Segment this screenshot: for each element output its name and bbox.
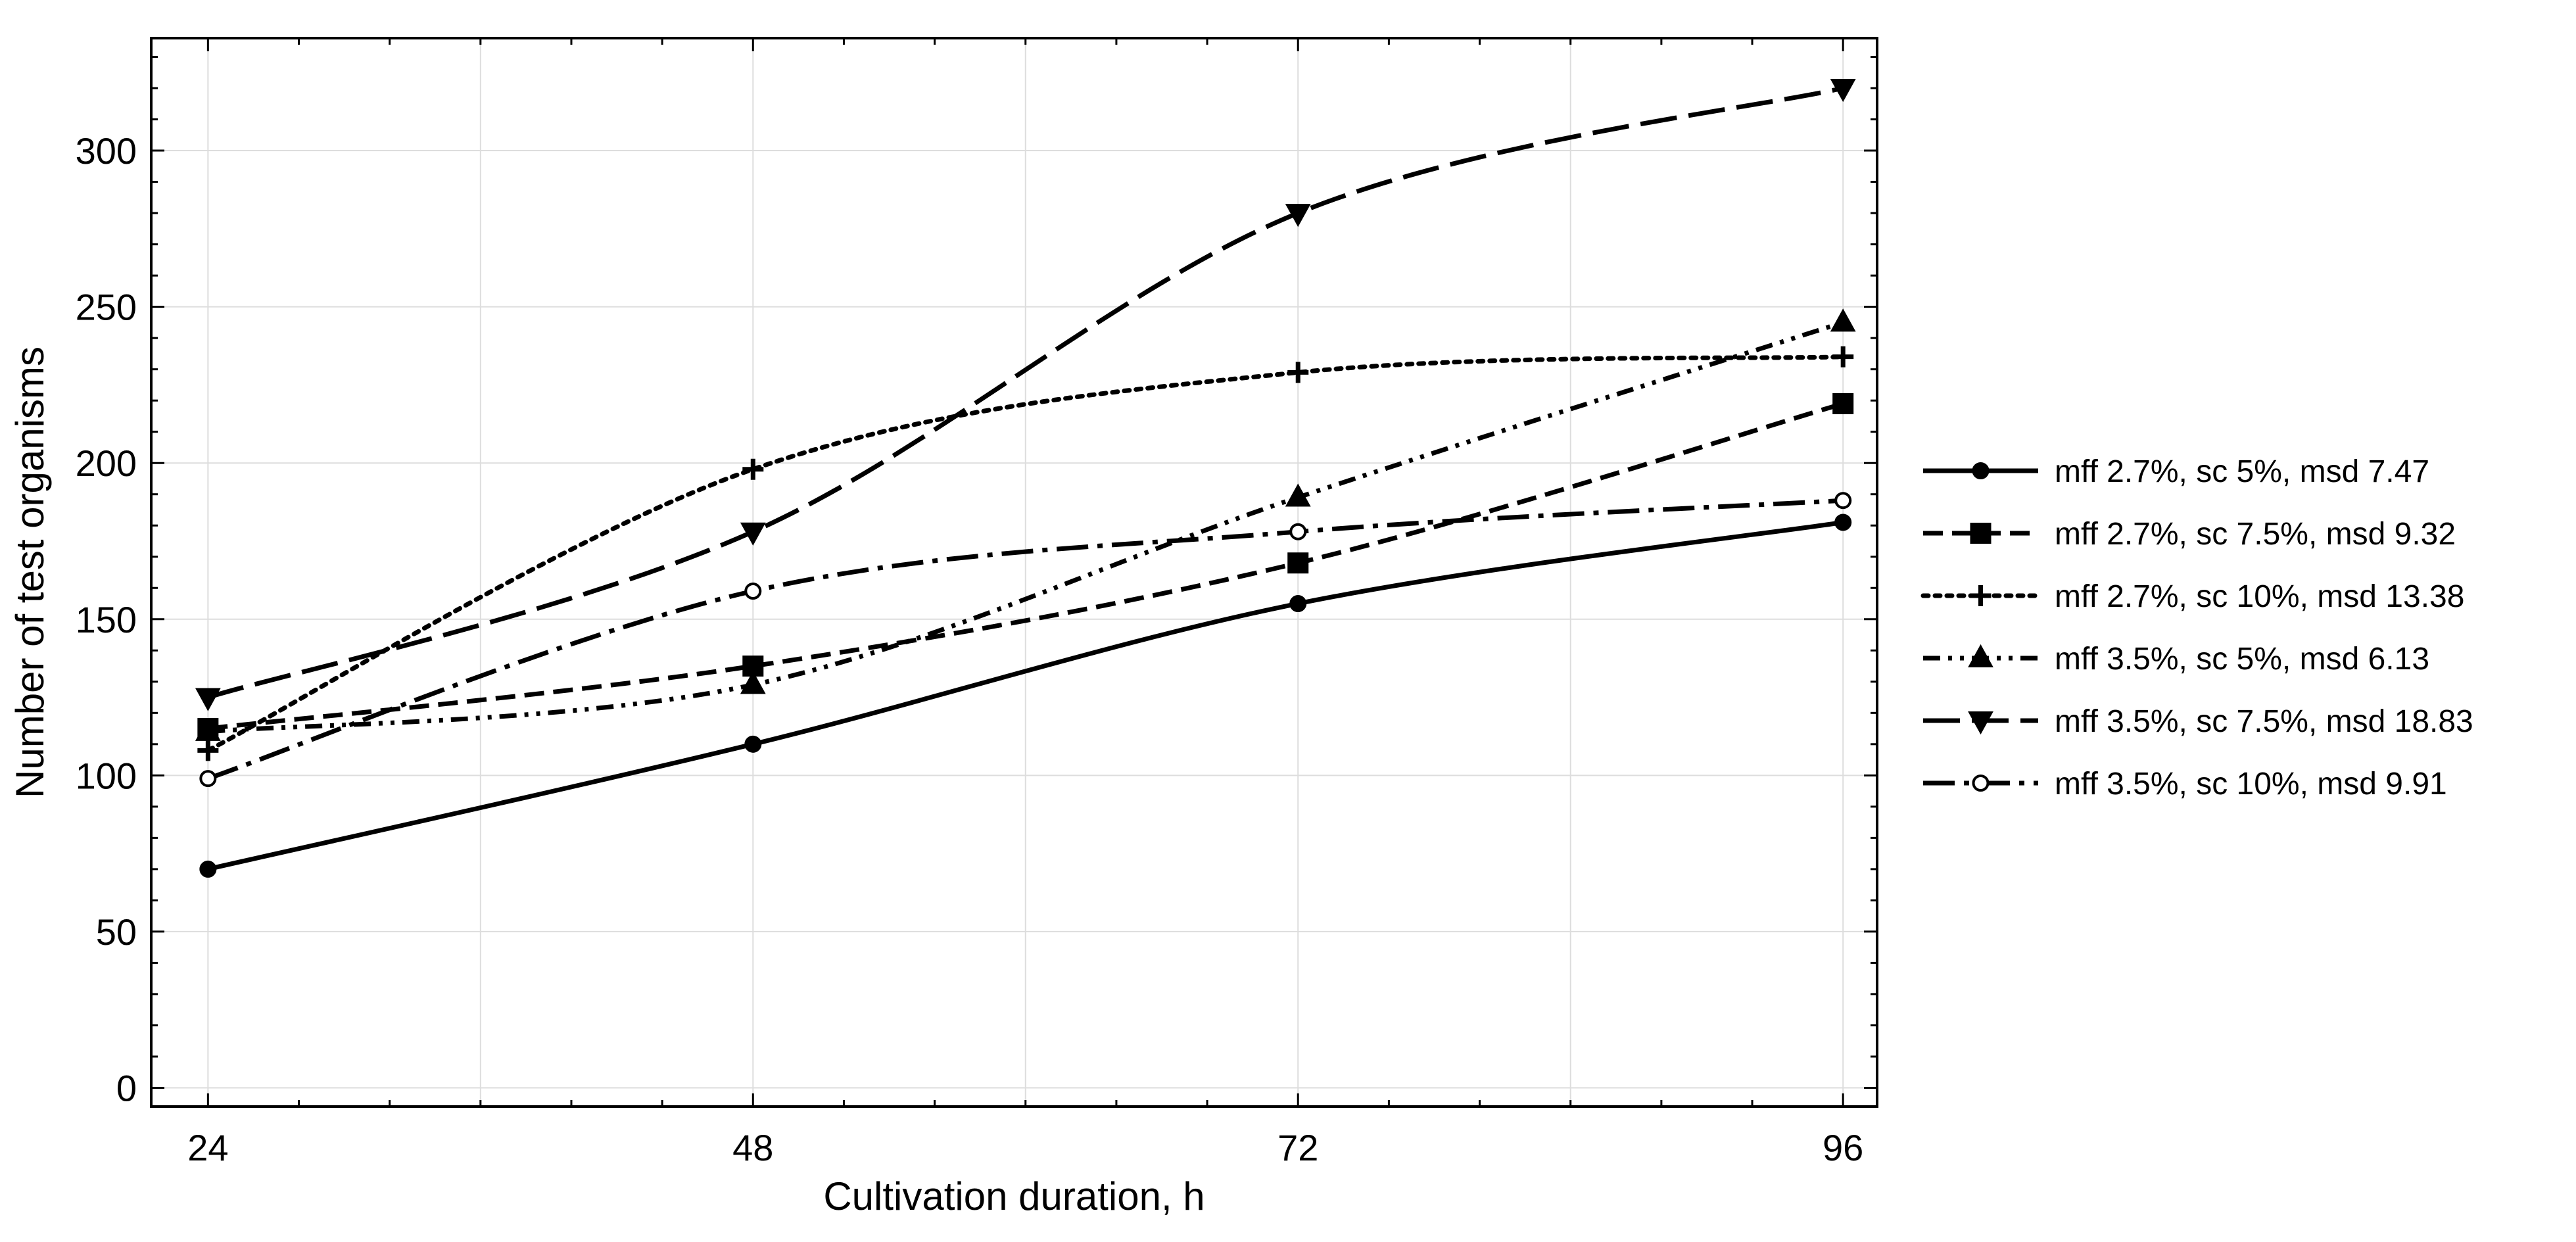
data-point xyxy=(1285,204,1311,227)
series-line xyxy=(207,85,1844,700)
series-layer xyxy=(195,79,1856,878)
y-tick-label: 50 xyxy=(96,911,137,953)
data-point xyxy=(195,717,221,741)
series-line xyxy=(205,354,1846,753)
data-point xyxy=(1834,492,1852,510)
series-line xyxy=(208,320,1844,734)
data-point xyxy=(197,740,219,761)
x-axis-title: Cultivation duration, h xyxy=(823,1174,1205,1218)
legend-label: mff 2.7%, sc 10%, msd 13.38 xyxy=(2055,579,2464,614)
legend: mff 2.7%, sc 5%, msd 7.47 mff 2.7%, sc 7.… xyxy=(1920,454,2473,801)
series-line xyxy=(207,520,1844,872)
grid xyxy=(151,38,1877,1107)
data-point xyxy=(1970,585,1992,606)
data-point xyxy=(1834,514,1852,531)
legend-label: mff 3.5%, sc 10%, msd 9.91 xyxy=(2055,767,2447,801)
x-tick-label: 96 xyxy=(1823,1127,1863,1168)
y-tick-label: 250 xyxy=(76,287,137,328)
data-point xyxy=(1968,711,1993,735)
data-point xyxy=(1289,595,1307,613)
y-tick-label: 100 xyxy=(76,755,137,796)
data-point xyxy=(1287,362,1309,383)
data-point xyxy=(1972,462,1990,479)
y-tick-label: 0 xyxy=(116,1067,137,1109)
data-point xyxy=(1832,346,1854,368)
legend-item: mff 2.7%, sc 5%, msd 7.47 xyxy=(1923,454,2429,489)
data-point xyxy=(199,860,217,878)
plot-frame xyxy=(150,37,1878,1108)
y-tick-label: 300 xyxy=(76,130,137,172)
data-point xyxy=(742,458,764,480)
legend-item: mff 3.5%, sc 7.5%, msd 18.83 xyxy=(1923,704,2473,739)
data-point xyxy=(1970,523,1992,544)
data-point xyxy=(1972,775,1990,792)
axes: 0 50 100 150 200 250 300 24 48 72 96 xyxy=(76,38,1877,1168)
series-4 xyxy=(195,308,1856,741)
data-point xyxy=(1289,523,1307,540)
legend-item: mff 2.7%, sc 7.5%, msd 9.32 xyxy=(1923,517,2456,552)
series-5 xyxy=(195,79,1856,711)
data-point xyxy=(740,671,766,694)
series-line xyxy=(207,401,1844,731)
y-axis-title: Number of test organisms xyxy=(8,346,52,798)
data-point xyxy=(744,735,762,753)
data-point xyxy=(1830,308,1856,332)
data-point xyxy=(1285,483,1311,507)
x-tick-label: 48 xyxy=(732,1127,773,1168)
legend-label: mff 2.7%, sc 7.5%, msd 9.32 xyxy=(2055,517,2456,552)
legend-item: mff 2.7%, sc 10%, msd 13.38 xyxy=(1920,579,2464,614)
series-1 xyxy=(199,514,1852,878)
series-6 xyxy=(199,492,1852,788)
x-tick-label: 72 xyxy=(1277,1127,1318,1168)
legend-label: mff 3.5%, sc 7.5%, msd 18.83 xyxy=(2055,704,2473,739)
data-point xyxy=(195,688,221,711)
data-point xyxy=(1830,79,1856,103)
series-3 xyxy=(197,346,1854,761)
data-point xyxy=(1832,393,1854,414)
x-tick-label: 24 xyxy=(187,1127,228,1168)
data-point xyxy=(744,583,762,600)
y-tick-label: 200 xyxy=(76,442,137,484)
data-point xyxy=(199,770,217,788)
data-point xyxy=(1287,552,1309,574)
data-point xyxy=(740,522,766,546)
legend-item: mff 3.5%, sc 5%, msd 6.13 xyxy=(1923,642,2429,677)
series-line xyxy=(207,498,1844,781)
data-point xyxy=(1968,644,1993,667)
legend-label: mff 3.5%, sc 5%, msd 6.13 xyxy=(2055,642,2429,677)
y-tick-label: 150 xyxy=(76,599,137,640)
legend-item: mff 3.5%, sc 10%, msd 9.91 xyxy=(1923,767,2447,801)
legend-label: mff 2.7%, sc 5%, msd 7.47 xyxy=(2055,454,2429,489)
